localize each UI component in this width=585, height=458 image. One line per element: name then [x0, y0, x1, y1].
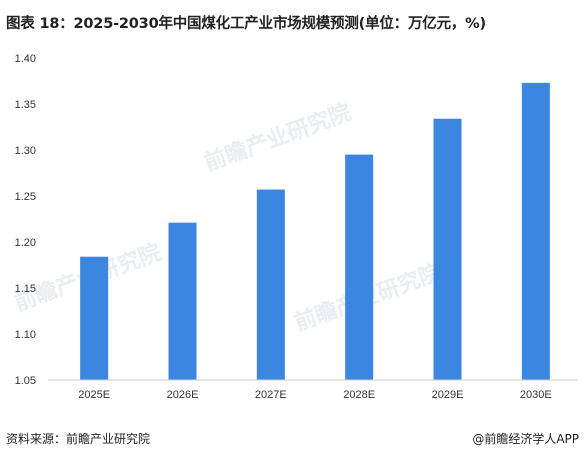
y-tick-label: 1.30 [15, 145, 36, 157]
y-tick-label: 1.25 [15, 191, 36, 203]
chart-title: 图表 18：2025-2030年中国煤化工产业市场规模预测(单位：万亿元，%) [6, 16, 486, 32]
bar-2030E [521, 82, 550, 380]
bar-2028E [345, 154, 374, 380]
source-note: 资料来源：前瞻产业研究院 [6, 432, 151, 446]
bars [80, 82, 550, 380]
y-tick-label: 1.05 [15, 375, 36, 387]
x-tick-label: 2028E [343, 389, 375, 401]
x-axis: 2025E 2026E 2027E 2028E 2029E 2030E [78, 389, 551, 401]
bar-2025E [80, 256, 109, 380]
x-tick-label: 2030E [520, 389, 552, 401]
x-tick-label: 2027E [255, 389, 287, 401]
y-tick-label: 1.20 [15, 237, 36, 249]
x-tick-label: 2025E [78, 389, 110, 401]
y-axis: 1.05 1.10 1.15 1.20 1.25 1.30 1.35 1.40 [15, 53, 36, 387]
x-tick-label: 2026E [167, 389, 199, 401]
credit-note: @前瞻经济学人APP [472, 432, 579, 446]
bar-2026E [168, 222, 197, 380]
y-tick-label: 1.35 [15, 99, 36, 111]
x-tick-label: 2029E [432, 389, 464, 401]
y-tick-label: 1.10 [15, 329, 36, 341]
y-tick-label: 1.15 [15, 283, 36, 295]
y-tick-label: 1.40 [15, 53, 36, 65]
bar-2029E [433, 118, 462, 380]
bar-2027E [256, 189, 285, 380]
